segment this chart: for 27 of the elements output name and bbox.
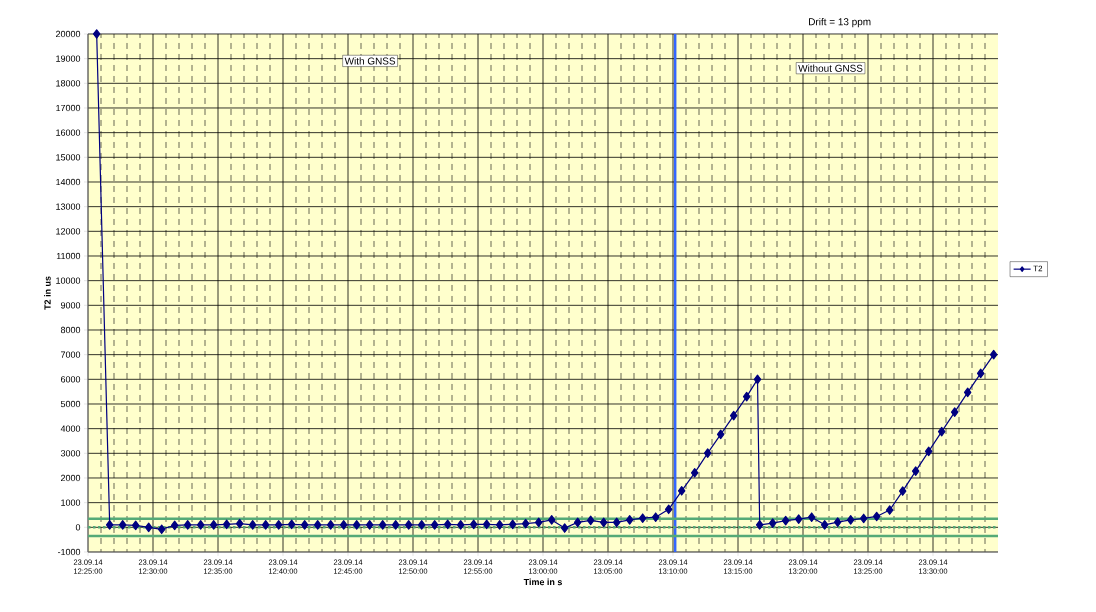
y-axis-title: T2 in us — [44, 276, 51, 310]
y-tick-label: 17000 — [56, 104, 81, 112]
y-tick-label: 16000 — [56, 129, 81, 136]
text: Drift = 13 ppm — [809, 17, 871, 28]
y-tick-label: 4000 — [60, 425, 81, 432]
y-tick-label: 9000 — [60, 302, 81, 309]
annotation: With GNSS — [344, 57, 396, 65]
y-tick-label: 10000 — [56, 277, 81, 284]
y-tick-label: 20000 — [56, 30, 81, 38]
y-tick-label: 6000 — [61, 376, 81, 383]
y-tick-label: 2000 — [61, 474, 81, 482]
y-tick-label: 3000 — [60, 450, 81, 457]
y-tick-label: 5000 — [60, 400, 81, 408]
y-tick-label: 13000 — [56, 203, 81, 210]
y-tick-label: 0 — [75, 524, 81, 531]
y-tick-label: -1000 — [57, 548, 81, 556]
y-tick-label: 1000 — [61, 499, 81, 506]
y-tick-label: 15000 — [56, 154, 81, 161]
y-tick-label: 19000 — [56, 55, 81, 62]
y-tick-label: 8000 — [60, 326, 81, 334]
annotation: Without GNSS — [798, 64, 863, 72]
y-tick-label: 14000 — [56, 178, 81, 186]
y-tick-label: 7000 — [61, 351, 81, 358]
y-tick-label: 18000 — [56, 80, 81, 87]
y-tick-label: 12000 — [56, 228, 81, 235]
x-axis-title: Time in s — [523, 578, 562, 586]
y-tick-label: 11000 — [56, 252, 81, 260]
